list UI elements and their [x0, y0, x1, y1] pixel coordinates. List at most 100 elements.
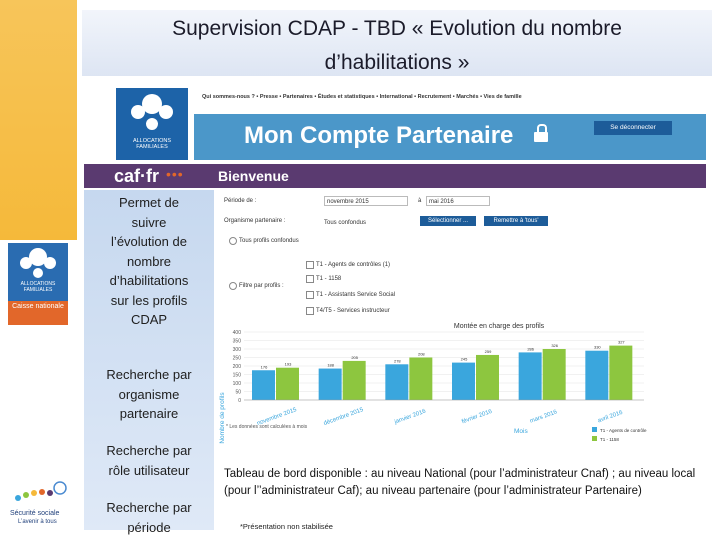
- callout-line: sur les profils: [110, 292, 188, 308]
- org-label: Organisme partenaire :: [224, 218, 286, 224]
- presentation-note: *Présentation non stabilisée: [240, 522, 333, 531]
- callout-line: d’habilitations: [109, 273, 189, 288]
- family-icon: [20, 248, 56, 278]
- callout-line: Recherche par: [106, 500, 192, 515]
- y-tick-label: 350: [233, 339, 242, 345]
- callout-block-periode: Recherche par période: [96, 498, 202, 537]
- bar: [409, 357, 433, 400]
- bar-value-label: 245: [461, 357, 468, 362]
- callout-line: rôle utilisateur: [108, 462, 190, 478]
- bar-value-label: 286: [527, 346, 534, 351]
- profile-checkbox[interactable]: [306, 307, 314, 315]
- profile-checkbox[interactable]: [306, 261, 314, 269]
- profile-label: T1 - Assistants Service Social: [316, 292, 396, 298]
- left-callout-panel: [84, 190, 214, 530]
- reset-org-button[interactable]: Remettre à 'tous': [484, 216, 548, 226]
- callout-block-organisme: Recherche par organisme partenaire: [96, 365, 202, 424]
- bar: [452, 362, 475, 400]
- period-label: Période de :: [224, 198, 257, 204]
- secu-line2: L’avenir à tous: [18, 519, 57, 525]
- bar-value-label: 330: [594, 345, 601, 350]
- bar: [609, 345, 633, 400]
- bar: [585, 350, 609, 400]
- callout-line: Recherche par: [106, 443, 192, 458]
- callout-line: période: [127, 519, 171, 535]
- legend-swatch: [592, 436, 597, 441]
- profile-label: T4/T5 - Services instructeur: [316, 308, 390, 314]
- bar: [385, 364, 409, 400]
- legend-label: T1 - Agents de contrôle: [600, 428, 647, 433]
- callout-line: l’évolution de: [111, 234, 187, 249]
- radio-all-label: Tous profils confondus: [239, 238, 299, 244]
- callout-line: nombre: [126, 253, 172, 269]
- habilitations-chart: Montée en charge des profils Nombre de p…: [219, 323, 647, 444]
- callout-line: suivre: [131, 214, 167, 230]
- slide-title-line1: Supervision CDAP - TBD « Evolution du no…: [172, 17, 622, 40]
- bar-value-label: 326: [551, 343, 558, 348]
- callout-block-role: Recherche par rôle utilisateur: [96, 441, 202, 480]
- bar: [476, 354, 499, 400]
- welcome-title: Bienvenue: [218, 168, 289, 184]
- period-to-field[interactable]: mai 2016: [426, 196, 490, 206]
- banner-title: Mon Compte Partenaire: [244, 122, 514, 149]
- caf-side-logo: ALLOCATIONS FAMILIALES Caisse nationale: [8, 243, 68, 325]
- x-axis-label: Mois: [514, 428, 528, 435]
- orange-stripe: [0, 0, 77, 240]
- legend-label: T1 - 1158: [600, 437, 619, 442]
- bar-value-label: 278: [394, 358, 401, 363]
- bar: [318, 368, 342, 400]
- caf-side-sub: Caisse nationale: [8, 301, 68, 325]
- bar-value-label: 205: [351, 355, 358, 360]
- radio-filter-label: Filtre par profils :: [239, 283, 284, 289]
- profile-checkbox[interactable]: [306, 291, 314, 299]
- callout-line: partenaire: [119, 406, 179, 421]
- profile-checkbox[interactable]: [306, 275, 314, 283]
- x-tick-label: décembre 2015: [323, 407, 365, 427]
- profile-label: T1 - Agents de contrôles (1): [316, 262, 391, 268]
- x-tick-label: février 2016: [461, 409, 493, 426]
- period-from-field[interactable]: novembre 2015: [324, 196, 408, 206]
- legend-swatch: [592, 427, 597, 432]
- select-org-button[interactable]: Sélectionner ...: [420, 216, 476, 226]
- bar: [542, 349, 566, 400]
- top-navigation[interactable]: Qui sommes-nous ? • Presse • Partenaires…: [202, 94, 522, 100]
- caf-fr-logo[interactable]: caf·fr: [114, 166, 160, 186]
- x-tick-label: mars 2016: [529, 409, 558, 425]
- bar: [276, 367, 299, 400]
- callout-line: Permet de: [119, 195, 179, 210]
- org-value: Tous confondus: [324, 220, 367, 226]
- family-icon: [131, 94, 173, 130]
- caf-side-label: ALLOCATIONS FAMILIALES: [20, 281, 56, 293]
- bar-value-label: 188: [327, 363, 334, 368]
- bar-value-label: 176: [261, 364, 268, 369]
- account-banner: Mon Compte Partenaire Se déconnecter: [194, 114, 706, 160]
- y-tick-label: 100: [233, 381, 242, 387]
- y-tick-label: 50: [235, 390, 241, 396]
- bar: [342, 360, 366, 400]
- y-tick-label: 250: [233, 356, 242, 362]
- radio-all-profiles[interactable]: [229, 237, 237, 245]
- y-axis-label: Nombre de profils: [219, 392, 226, 444]
- callout-line: CDAP: [130, 312, 168, 327]
- y-tick-label: 400: [233, 330, 242, 336]
- callout-block-purpose: Permet de suivre l’évolution de nombre d…: [96, 193, 202, 330]
- bar: [252, 370, 275, 400]
- y-tick-label: 150: [233, 373, 242, 379]
- dashboard-description: Tableau de bord disponible : au niveau N…: [224, 468, 696, 497]
- slide-title-line2: d’habilitations »: [324, 51, 470, 74]
- main-navbar: caf·fr ••• Bienvenue: [84, 164, 706, 188]
- callout-line: organisme: [118, 386, 180, 402]
- y-tick-label: 300: [233, 347, 242, 353]
- radio-filter-profiles[interactable]: [229, 282, 237, 290]
- people-icon: [15, 481, 67, 501]
- dots-icon: •••: [166, 166, 184, 182]
- slide-title-box: Supervision CDAP - TBD « Evolution du no…: [82, 10, 712, 76]
- filters-panel: Période de : novembre 2015 à mai 2016 Or…: [84, 188, 706, 328]
- chart-footnote: * Les données sont calculées à mois: [226, 424, 308, 430]
- disconnect-button[interactable]: Se déconnecter: [594, 121, 672, 135]
- x-tick-label: janvier 2016: [393, 408, 427, 425]
- profile-label: T1 - 1158: [316, 276, 342, 282]
- x-tick-label: avril 2016: [597, 410, 624, 425]
- y-tick-label: 0: [238, 398, 241, 404]
- caf-logo-label: ALLOCATIONS FAMILIALES: [132, 138, 172, 150]
